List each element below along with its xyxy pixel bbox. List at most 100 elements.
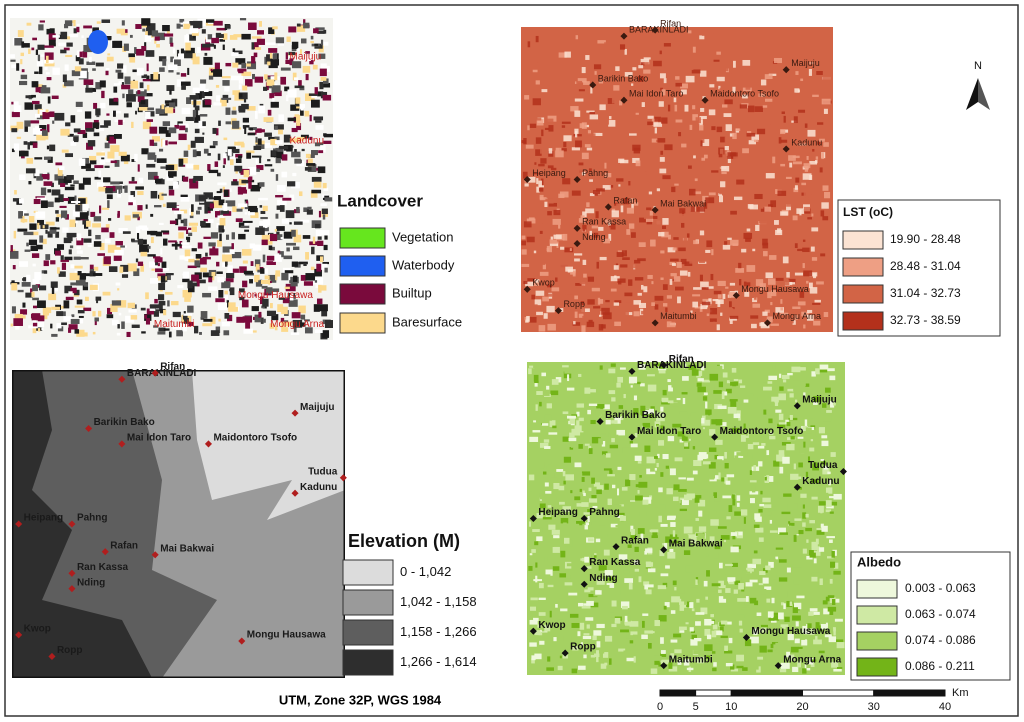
texture bbox=[562, 436, 569, 442]
texture bbox=[276, 184, 286, 192]
texture bbox=[766, 316, 773, 323]
texture bbox=[746, 278, 752, 283]
texture bbox=[178, 133, 187, 141]
texture bbox=[678, 247, 686, 252]
texture bbox=[595, 590, 602, 595]
texture bbox=[213, 69, 223, 77]
texture bbox=[530, 597, 538, 601]
texture bbox=[291, 127, 298, 133]
texture bbox=[773, 460, 780, 467]
texture bbox=[808, 69, 812, 76]
texture bbox=[312, 236, 316, 244]
texture bbox=[144, 89, 147, 97]
texture bbox=[741, 607, 748, 610]
texture bbox=[733, 589, 738, 594]
texture bbox=[731, 367, 737, 373]
texture bbox=[64, 285, 73, 294]
texture bbox=[134, 153, 138, 162]
texture bbox=[821, 440, 829, 447]
texture bbox=[547, 288, 556, 294]
texture bbox=[210, 316, 216, 325]
texture bbox=[654, 295, 664, 301]
texture bbox=[203, 218, 214, 224]
texture bbox=[61, 149, 69, 153]
texture bbox=[701, 419, 710, 426]
texture bbox=[555, 603, 558, 608]
texture bbox=[584, 190, 587, 197]
texture bbox=[129, 34, 133, 38]
texture bbox=[199, 257, 207, 265]
texture bbox=[25, 95, 34, 99]
texture bbox=[758, 583, 764, 586]
texture bbox=[59, 205, 67, 208]
texture bbox=[158, 327, 166, 332]
texture bbox=[641, 102, 645, 108]
texture bbox=[652, 98, 660, 106]
texture bbox=[215, 211, 220, 218]
texture bbox=[669, 534, 679, 540]
texture bbox=[37, 54, 41, 62]
texture bbox=[89, 159, 97, 165]
texture bbox=[163, 328, 170, 331]
texture bbox=[664, 144, 673, 151]
texture bbox=[272, 26, 278, 30]
texture bbox=[764, 586, 772, 590]
texture bbox=[679, 208, 686, 214]
texture bbox=[57, 267, 60, 274]
texture bbox=[529, 642, 537, 647]
texture bbox=[584, 556, 589, 563]
texture bbox=[291, 61, 302, 69]
texture bbox=[598, 519, 606, 526]
texture bbox=[616, 251, 624, 257]
texture bbox=[178, 158, 184, 167]
texture bbox=[701, 139, 710, 147]
texture bbox=[818, 501, 827, 506]
texture bbox=[688, 364, 697, 370]
texture bbox=[769, 435, 776, 440]
texture bbox=[298, 261, 308, 265]
texture bbox=[699, 115, 707, 120]
texture bbox=[82, 177, 91, 185]
texture bbox=[775, 229, 783, 236]
texture bbox=[647, 562, 654, 567]
texture bbox=[597, 649, 605, 654]
texture bbox=[637, 272, 645, 276]
texture bbox=[732, 307, 735, 310]
texture bbox=[83, 307, 92, 312]
texture bbox=[689, 259, 697, 264]
texture bbox=[314, 142, 324, 147]
texture bbox=[24, 102, 34, 110]
texture bbox=[224, 252, 232, 256]
texture bbox=[44, 45, 54, 48]
texture bbox=[563, 142, 567, 148]
texture bbox=[22, 215, 25, 223]
texture bbox=[718, 596, 727, 603]
texture bbox=[73, 19, 76, 27]
texture bbox=[77, 318, 84, 324]
texture bbox=[702, 229, 707, 235]
texture bbox=[235, 170, 238, 174]
texture bbox=[670, 610, 676, 614]
texture bbox=[580, 215, 585, 219]
texture bbox=[557, 267, 565, 270]
texture bbox=[71, 200, 81, 203]
texture bbox=[255, 158, 258, 164]
texture bbox=[88, 155, 97, 161]
texture bbox=[230, 252, 234, 259]
texture bbox=[251, 155, 262, 158]
texture bbox=[700, 107, 705, 112]
texture bbox=[188, 321, 194, 326]
texture bbox=[694, 306, 703, 309]
texture bbox=[788, 417, 798, 421]
place-marker bbox=[774, 662, 782, 670]
texture bbox=[710, 308, 718, 315]
texture bbox=[788, 147, 793, 153]
texture bbox=[705, 513, 709, 520]
texture bbox=[94, 165, 104, 169]
texture bbox=[620, 212, 625, 220]
texture bbox=[604, 42, 613, 48]
texture bbox=[628, 376, 638, 384]
texture bbox=[45, 72, 50, 75]
texture bbox=[670, 258, 679, 262]
texture bbox=[714, 630, 723, 636]
